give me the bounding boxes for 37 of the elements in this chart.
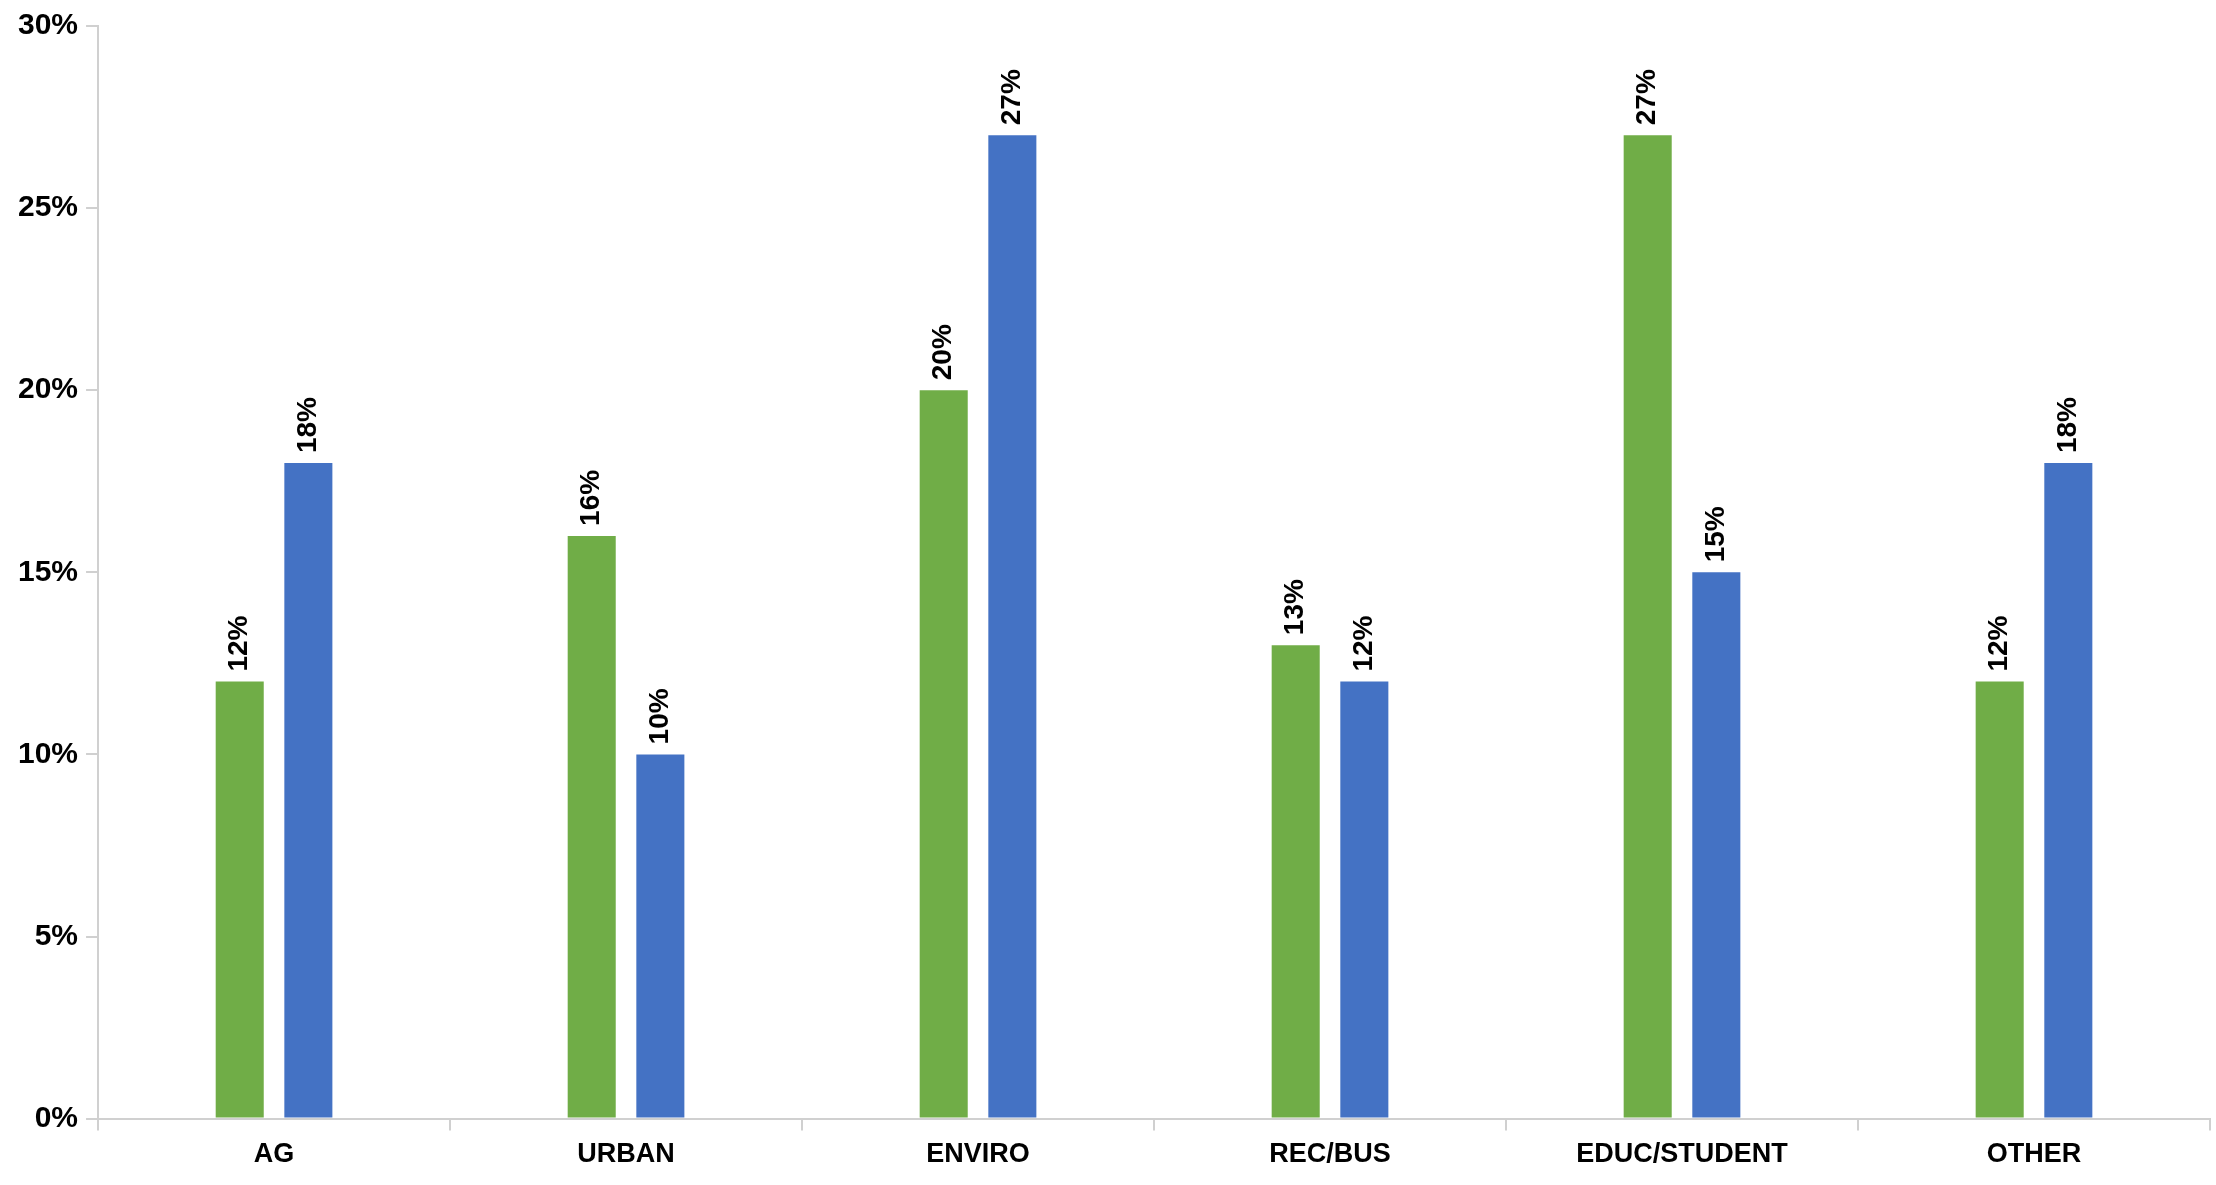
data-label: 12% bbox=[222, 615, 254, 672]
y-tick-label: 5% bbox=[34, 917, 79, 951]
x-tick-label: ENVIRO bbox=[926, 1138, 1030, 1169]
x-tick-label: EDUC/STUDENT bbox=[1576, 1138, 1789, 1169]
data-label: 12% bbox=[1347, 615, 1379, 672]
y-tick-label: 25% bbox=[18, 189, 79, 223]
x-tick-label: OTHER bbox=[1986, 1138, 2082, 1169]
bar bbox=[284, 463, 333, 1118]
x-tick-label: URBAN bbox=[577, 1138, 675, 1169]
bar bbox=[1271, 645, 1320, 1118]
bar bbox=[919, 390, 968, 1118]
bar bbox=[2044, 463, 2093, 1118]
data-label: 16% bbox=[574, 469, 606, 526]
x-tick-label: REC/BUS bbox=[1269, 1138, 1391, 1169]
x-tick-label: AG bbox=[253, 1138, 295, 1169]
bar bbox=[1692, 572, 1741, 1118]
bar bbox=[567, 535, 616, 1118]
data-label: 18% bbox=[291, 396, 323, 454]
data-label: 10% bbox=[643, 688, 675, 745]
bar bbox=[1623, 135, 1672, 1118]
bar bbox=[1975, 681, 2024, 1118]
bar bbox=[1340, 681, 1389, 1118]
data-label: 27% bbox=[1630, 69, 1662, 126]
data-label: 27% bbox=[995, 69, 1027, 126]
data-label: 15% bbox=[1699, 506, 1731, 563]
y-tick-label: 15% bbox=[18, 553, 79, 587]
y-tick-label: 0% bbox=[34, 1099, 79, 1133]
data-label: 18% bbox=[2051, 396, 2083, 454]
y-tick-label: 10% bbox=[18, 735, 79, 769]
bar bbox=[988, 135, 1037, 1118]
bar bbox=[215, 681, 264, 1118]
data-label: 12% bbox=[1982, 615, 2014, 672]
y-tick-label: 20% bbox=[18, 371, 79, 405]
data-label: 13% bbox=[1278, 579, 1310, 636]
y-tick-label: 30% bbox=[18, 7, 79, 41]
data-label: 20% bbox=[926, 324, 958, 381]
bar bbox=[636, 754, 685, 1118]
